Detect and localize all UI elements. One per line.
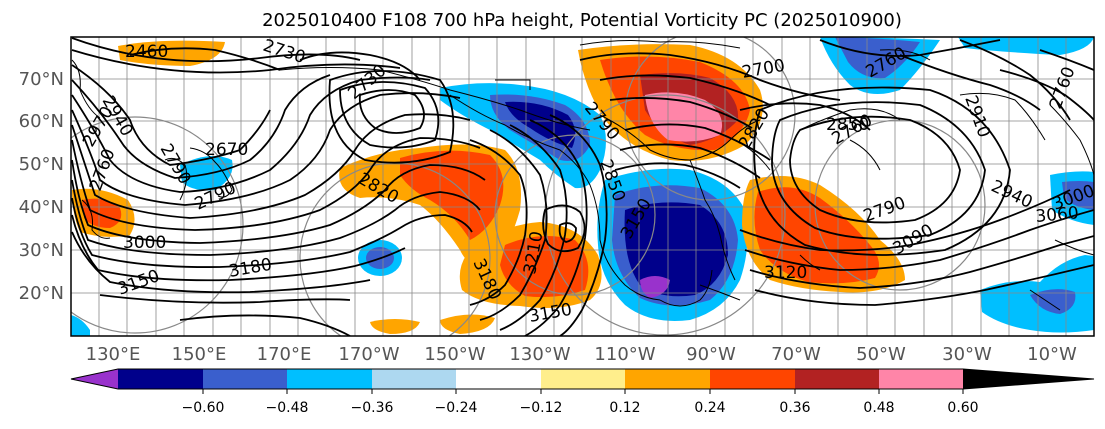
pv-negative-region	[624, 202, 728, 297]
colorbar-tick-label: −0.24	[435, 400, 478, 416]
lon-label: 70°W	[771, 344, 821, 365]
lon-label: 170°W	[338, 344, 399, 365]
colorbar-tick-label: 0.48	[863, 400, 894, 416]
colorbar-bin	[541, 369, 625, 389]
colorbar-ticks: −0.60 −0.48 −0.36 −0.24 −0.12 0.12 0.24 …	[182, 389, 979, 416]
colorbar-bin	[710, 369, 795, 389]
colorbar-bin	[372, 369, 456, 389]
lon-label: 150°E	[172, 344, 227, 365]
colorbar-bin	[879, 369, 963, 389]
colorbar-tick-label: 0.24	[694, 400, 725, 416]
range-rings	[71, 37, 986, 336]
colorbar-outline	[70, 368, 1095, 390]
pv-positive-region	[370, 319, 420, 334]
pv-positive-region	[645, 92, 723, 142]
colorbar-tick-label: −0.12	[520, 400, 563, 416]
height-contours	[71, 37, 1094, 336]
pv-negative-region	[1030, 289, 1076, 314]
pv-positive-region	[118, 40, 225, 66]
colorbar-extend-high	[963, 369, 1094, 389]
lon-label: 150°W	[424, 344, 485, 365]
colorbar-bin	[118, 369, 203, 389]
contour-label: 3000	[123, 233, 166, 253]
colorbar-bin	[795, 369, 879, 389]
pv-negative-region	[640, 276, 670, 298]
colorbar-extend-low	[71, 369, 118, 389]
lon-label: 170°E	[257, 344, 312, 365]
coastlines	[71, 40, 1094, 311]
lon-label: 30°W	[942, 344, 992, 365]
lon-label: 110°W	[594, 344, 655, 365]
contour-label: 3060	[1035, 203, 1080, 227]
lat-label: 40°N	[19, 197, 64, 218]
pv-negative-region	[835, 37, 920, 79]
colorbar	[70, 368, 1095, 390]
colorbar-tick-label: 0.12	[609, 400, 640, 416]
pv-positive-region	[82, 198, 122, 228]
pv-negative-region	[71, 315, 90, 336]
map-frame	[70, 36, 1095, 337]
latitude-labels: 70°N 60°N 50°N 40°N 30°N 20°N	[19, 69, 64, 304]
contour-label: 3120	[764, 263, 807, 283]
lon-label: 10°W	[1027, 344, 1077, 365]
lon-label: 130°W	[509, 344, 570, 365]
colorbar-bin	[287, 369, 372, 389]
pv-positive-region	[754, 187, 879, 284]
colorbar-bin	[625, 369, 710, 389]
colorbar-tick-label: 0.36	[779, 400, 810, 416]
contour-label: 2460	[125, 42, 168, 62]
lat-label: 50°N	[19, 154, 64, 175]
contour-label: 2850	[826, 115, 869, 135]
lon-label: 90°W	[686, 344, 736, 365]
lat-label: 20°N	[19, 283, 64, 304]
pv-positive-region	[400, 150, 504, 240]
contour-label: 2670	[205, 140, 248, 160]
colorbar-bin	[456, 369, 541, 389]
lat-label: 60°N	[19, 111, 64, 132]
pv-negative-region	[1062, 181, 1094, 210]
colorbar-tick-label: −0.48	[266, 400, 309, 416]
colorbar-bin	[203, 369, 287, 389]
pv-negative-region	[180, 156, 233, 191]
lat-label: 70°N	[19, 69, 64, 90]
colorbar-tick-label: 0.60	[947, 400, 978, 416]
colorbar-tick-label: −0.36	[351, 400, 394, 416]
longitude-labels: 130°E 150°E 170°E 170°W 150°W 130°W 110°…	[86, 344, 1077, 365]
lon-label: 50°W	[856, 344, 906, 365]
colorbar-tick-label: −0.60	[182, 400, 225, 416]
lat-label: 30°N	[19, 240, 64, 261]
map-panel: 2460 2730 2730 2790 2940 2970 2760 2670 …	[71, 37, 1094, 336]
lon-label: 130°E	[86, 344, 141, 365]
map-title: 2025010400 F108 700 hPa height, Potentia…	[262, 10, 902, 31]
